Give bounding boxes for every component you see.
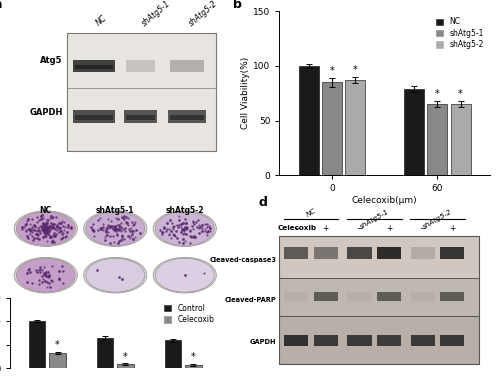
Ellipse shape bbox=[153, 258, 216, 293]
Bar bbox=[170, 115, 203, 120]
Bar bbox=[348, 335, 372, 346]
X-axis label: Celecoxib(μm): Celecoxib(μm) bbox=[352, 196, 418, 205]
Bar bbox=[322, 82, 342, 175]
Text: GAPDH: GAPDH bbox=[30, 108, 62, 117]
Bar bbox=[284, 247, 308, 259]
Text: GAPDH: GAPDH bbox=[250, 339, 276, 345]
Bar bbox=[50, 353, 66, 368]
Text: −: − bbox=[293, 224, 300, 233]
Text: shAtg5-2: shAtg5-2 bbox=[187, 0, 219, 28]
Bar bbox=[280, 278, 479, 316]
Ellipse shape bbox=[16, 258, 76, 292]
Text: *: * bbox=[55, 340, 60, 350]
Text: −: − bbox=[356, 224, 362, 233]
Ellipse shape bbox=[156, 258, 214, 292]
Bar bbox=[76, 65, 113, 69]
Text: a: a bbox=[0, 0, 2, 11]
Ellipse shape bbox=[84, 258, 147, 293]
Bar bbox=[280, 316, 479, 364]
Bar bbox=[168, 111, 206, 123]
Text: Cleaved-caspase3: Cleaved-caspase3 bbox=[210, 257, 276, 263]
Bar bbox=[428, 104, 448, 175]
Bar bbox=[126, 115, 156, 120]
Text: NC: NC bbox=[94, 14, 108, 28]
Bar bbox=[29, 321, 46, 368]
Bar bbox=[280, 236, 479, 364]
Ellipse shape bbox=[14, 211, 78, 246]
Bar bbox=[314, 335, 338, 346]
Bar bbox=[73, 60, 116, 72]
Bar bbox=[299, 66, 319, 175]
Text: *: * bbox=[435, 89, 440, 99]
Bar bbox=[126, 60, 156, 72]
Legend: Control, Celecoxib: Control, Celecoxib bbox=[162, 302, 216, 326]
Bar bbox=[410, 292, 434, 301]
Bar bbox=[284, 335, 308, 346]
Bar bbox=[348, 247, 372, 259]
Bar bbox=[165, 340, 181, 368]
Ellipse shape bbox=[156, 212, 214, 246]
Text: shAtg5-1: shAtg5-1 bbox=[96, 206, 134, 215]
Text: +: + bbox=[449, 224, 456, 233]
Bar bbox=[377, 292, 401, 301]
Bar bbox=[73, 111, 116, 123]
Bar bbox=[314, 247, 338, 259]
Bar bbox=[76, 115, 113, 120]
Bar bbox=[67, 33, 216, 150]
Text: shAtg5-2: shAtg5-2 bbox=[166, 206, 204, 215]
Ellipse shape bbox=[14, 258, 78, 293]
Bar bbox=[314, 292, 338, 301]
Ellipse shape bbox=[16, 212, 76, 246]
Text: *: * bbox=[123, 352, 128, 362]
Y-axis label: Cell Viability(%): Cell Viability(%) bbox=[242, 57, 250, 129]
Text: Cleaved-PARP: Cleaved-PARP bbox=[224, 297, 276, 303]
Bar bbox=[170, 60, 203, 72]
Bar bbox=[410, 247, 434, 259]
Text: shAtg5-2: shAtg5-2 bbox=[422, 208, 453, 230]
Bar bbox=[346, 80, 366, 175]
Bar bbox=[377, 247, 401, 259]
Bar bbox=[404, 89, 424, 175]
Text: NC: NC bbox=[305, 208, 317, 218]
Bar bbox=[440, 335, 464, 346]
Bar bbox=[450, 104, 470, 175]
Text: −: − bbox=[420, 224, 426, 233]
Text: +: + bbox=[386, 224, 392, 233]
Text: Celecoxib: Celecoxib bbox=[278, 225, 316, 231]
Text: *: * bbox=[330, 66, 334, 76]
Bar bbox=[440, 292, 464, 301]
Text: *: * bbox=[191, 352, 196, 362]
Bar bbox=[97, 338, 113, 368]
Bar bbox=[185, 365, 202, 368]
Bar bbox=[410, 335, 434, 346]
Bar bbox=[280, 236, 479, 278]
Bar bbox=[440, 247, 464, 259]
Text: +: + bbox=[322, 224, 329, 233]
Ellipse shape bbox=[153, 211, 216, 246]
Legend: NC, shAtg5-1, shAtg5-2: NC, shAtg5-1, shAtg5-2 bbox=[434, 15, 486, 51]
Bar bbox=[280, 236, 479, 364]
Bar bbox=[348, 292, 372, 301]
Text: b: b bbox=[233, 0, 242, 11]
Text: Atg5: Atg5 bbox=[40, 56, 62, 65]
Text: NC: NC bbox=[40, 206, 52, 215]
Text: *: * bbox=[353, 65, 358, 75]
Text: *: * bbox=[458, 89, 463, 99]
Bar bbox=[377, 335, 401, 346]
Ellipse shape bbox=[86, 212, 144, 246]
Ellipse shape bbox=[84, 211, 147, 246]
Bar bbox=[118, 364, 134, 368]
Text: shAtg5-1: shAtg5-1 bbox=[358, 208, 390, 230]
Ellipse shape bbox=[86, 258, 144, 292]
Bar bbox=[124, 111, 158, 123]
Text: d: d bbox=[258, 196, 268, 209]
Bar bbox=[284, 292, 308, 301]
Text: shAtg5-1: shAtg5-1 bbox=[140, 0, 172, 28]
